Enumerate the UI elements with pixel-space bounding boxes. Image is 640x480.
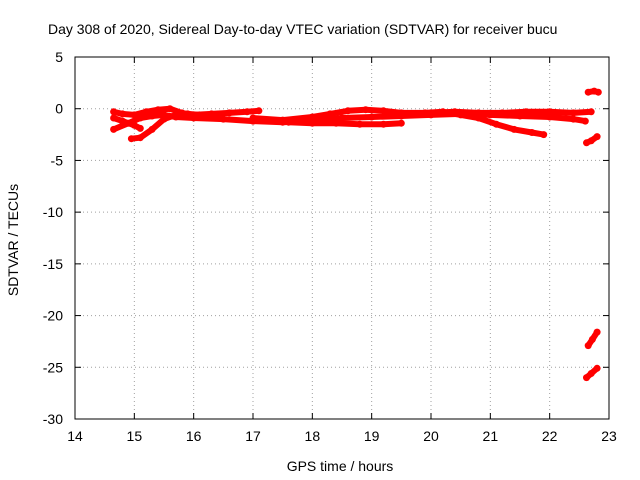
data-point — [326, 110, 334, 118]
data-point — [451, 108, 459, 116]
data-point — [225, 109, 233, 117]
data-point — [196, 111, 204, 119]
data-point — [593, 364, 601, 372]
data-point — [154, 106, 162, 114]
data-layer — [110, 87, 602, 382]
data-point — [255, 107, 263, 115]
data-point — [338, 114, 346, 122]
data-point — [119, 117, 126, 125]
data-point — [308, 119, 316, 127]
x-axis-label: GPS time / hours — [287, 458, 394, 474]
data-point — [380, 120, 387, 128]
y-tick-label: 5 — [55, 49, 63, 65]
data-point — [584, 342, 592, 350]
x-tick-label: 19 — [364, 428, 380, 444]
data-point — [285, 118, 293, 126]
y-axis-label: SDTVAR / TECUs — [5, 184, 21, 296]
data-point — [587, 137, 595, 145]
x-tick-label: 14 — [67, 428, 83, 444]
data-point — [588, 335, 596, 343]
y-tick-label: 0 — [55, 101, 63, 117]
data-point — [110, 114, 118, 122]
data-point — [380, 107, 387, 115]
x-tick-label: 20 — [423, 428, 439, 444]
x-tick-label: 16 — [186, 428, 202, 444]
y-tick-label: -10 — [43, 204, 63, 220]
data-point — [528, 129, 536, 136]
data-point — [368, 113, 376, 121]
data-point — [492, 120, 500, 128]
data-series-5 — [250, 106, 547, 138]
plot-frame — [74, 56, 610, 420]
data-point — [332, 119, 340, 127]
chart-title: Day 308 of 2020, Sidereal Day-to-day VTE… — [48, 21, 557, 37]
data-point — [522, 108, 530, 116]
data-point — [148, 112, 156, 120]
data-point — [584, 88, 592, 96]
data-point — [421, 109, 429, 117]
data-point — [427, 109, 435, 117]
data-point — [593, 133, 601, 141]
data-point — [127, 135, 135, 143]
y-tick-label: -15 — [43, 256, 63, 272]
x-tick-label: 22 — [542, 428, 558, 444]
data-point — [510, 125, 518, 133]
data-point — [587, 108, 595, 116]
axis-layer: 14 15 16 17 18 19 20 21 22 23 5 0 -5 -10 -15 -20 -25 -30 — [43, 49, 617, 444]
data-point — [546, 113, 554, 121]
data-point — [362, 106, 370, 114]
data-point — [249, 114, 257, 122]
data-point — [279, 116, 287, 124]
x-tick-label: 15 — [127, 428, 143, 444]
data-point — [148, 125, 156, 133]
data-point — [581, 117, 589, 125]
data-point — [594, 88, 602, 96]
data-point — [119, 110, 126, 118]
data-point — [136, 114, 144, 122]
data-point — [184, 110, 192, 118]
data-point — [142, 108, 150, 116]
data-point — [219, 115, 227, 123]
data-point — [475, 114, 482, 122]
data-point — [569, 115, 577, 123]
data-point — [130, 121, 138, 129]
y-tick-label: -25 — [43, 359, 63, 375]
data-point — [498, 109, 506, 117]
x-tick-label: 17 — [245, 428, 261, 444]
data-point — [587, 370, 595, 377]
data-point — [546, 108, 554, 116]
x-tick-label: 18 — [305, 428, 321, 444]
data-point — [583, 374, 590, 382]
data-point — [356, 120, 364, 128]
data-point — [166, 105, 174, 113]
data-point — [397, 109, 405, 117]
data-point — [136, 124, 144, 132]
data-series-7 — [428, 108, 595, 116]
data-point — [243, 108, 251, 116]
data-point — [540, 131, 548, 139]
data-point — [397, 119, 405, 127]
x-tick-label: 21 — [483, 428, 499, 444]
y-tick-label: -20 — [43, 308, 63, 324]
x-tick-label: 23 — [601, 428, 617, 444]
data-point — [172, 111, 180, 119]
data-point — [110, 125, 118, 133]
y-tick-label: -30 — [43, 411, 63, 427]
data-point — [569, 109, 577, 117]
data-point — [475, 109, 482, 117]
data-point — [110, 108, 118, 116]
data-point — [136, 134, 144, 142]
y-tick-label: -5 — [51, 152, 64, 168]
data-point — [160, 115, 168, 123]
data-point — [308, 113, 316, 121]
data-point — [344, 107, 352, 115]
data-point — [593, 328, 601, 336]
